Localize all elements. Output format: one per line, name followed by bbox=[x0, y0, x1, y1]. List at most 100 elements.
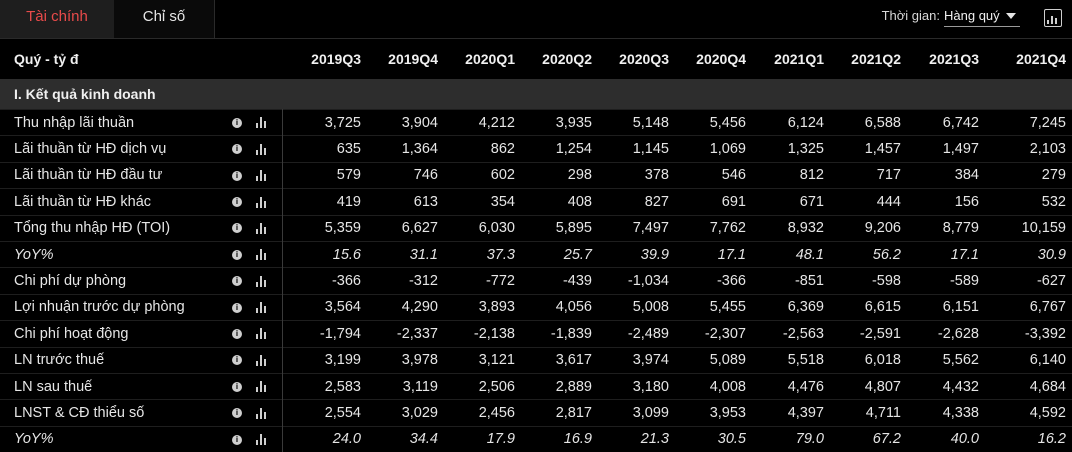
bar-chart-icon[interactable] bbox=[256, 117, 267, 129]
value-cell: -2,489 bbox=[598, 320, 675, 348]
value-cell: 3,119 bbox=[367, 372, 444, 400]
row-actions: i bbox=[230, 346, 283, 374]
value-cell: 3,935 bbox=[521, 108, 598, 136]
value-cell: -312 bbox=[367, 267, 444, 295]
table-row: Thu nhập lãi thuần i 3,725 3,904 4,212 3,935 5… bbox=[0, 108, 1072, 136]
value-cell: 3,953 bbox=[675, 399, 752, 427]
row-label: YoY% bbox=[0, 425, 230, 452]
info-icon[interactable]: i bbox=[232, 408, 242, 419]
table-row: Chi phí dự phòng i -366 -312 -772 -439 -1,034-… bbox=[0, 267, 1072, 295]
value-cell: 6,588 bbox=[830, 108, 907, 136]
info-icon[interactable]: i bbox=[232, 170, 242, 181]
financial-table: Quý - tỷ đ 2019Q3 2019Q4 2020Q1 2020Q2 2020Q… bbox=[0, 39, 1072, 452]
value-cell: 444 bbox=[830, 188, 907, 216]
bar-chart-icon[interactable] bbox=[256, 302, 267, 314]
column-header: 2020Q1 bbox=[465, 51, 515, 67]
value-cell: -366 bbox=[282, 267, 367, 295]
row-label: LN trước thuế bbox=[0, 346, 230, 374]
bar-chart-icon[interactable] bbox=[256, 328, 267, 340]
value-cell: 671 bbox=[752, 188, 830, 216]
value-cell: 354 bbox=[444, 188, 521, 216]
value-cell: 24.0 bbox=[282, 425, 367, 452]
bar-chart-icon[interactable] bbox=[256, 407, 267, 419]
info-icon[interactable]: i bbox=[232, 144, 242, 155]
value-cell: 6,124 bbox=[752, 108, 830, 136]
value-cell: 6,369 bbox=[752, 293, 830, 321]
table-row: Lợi nhuận trước dự phòng i 3,564 4,290 3,893… bbox=[0, 293, 1072, 321]
info-icon[interactable]: i bbox=[232, 434, 242, 445]
value-cell: -2,307 bbox=[675, 320, 752, 348]
table-row: YoY% i 24.0 34.4 17.9 16.9 21.3 30.5 79.0 67.2 40.… bbox=[0, 425, 1072, 452]
value-cell: 1,457 bbox=[830, 135, 907, 163]
row-actions: i bbox=[230, 214, 283, 242]
value-cell: 9,206 bbox=[830, 214, 907, 242]
info-icon[interactable]: i bbox=[232, 381, 242, 392]
info-icon[interactable]: i bbox=[232, 117, 242, 128]
column-header: 2019Q3 bbox=[311, 51, 361, 67]
value-cell: 2,506 bbox=[444, 372, 521, 400]
info-icon[interactable]: i bbox=[232, 302, 242, 313]
value-cell: -3,392 bbox=[985, 320, 1072, 348]
bar-chart-icon[interactable] bbox=[256, 196, 267, 208]
value-cell: 635 bbox=[282, 135, 367, 163]
tab-chi-so[interactable]: Chỉ số bbox=[114, 0, 215, 38]
period-select[interactable]: Hàng quý bbox=[944, 6, 1020, 27]
value-cell: 4,008 bbox=[675, 372, 752, 400]
value-cell: 6,615 bbox=[830, 293, 907, 321]
column-header: 2021Q2 bbox=[851, 51, 901, 67]
row-actions: i bbox=[230, 267, 283, 295]
column-header: 2019Q4 bbox=[388, 51, 438, 67]
row-actions: i bbox=[230, 161, 283, 189]
value-cell: 298 bbox=[521, 161, 598, 189]
value-cell: 30.9 bbox=[985, 240, 1072, 268]
info-icon[interactable]: i bbox=[232, 197, 242, 208]
value-cell: 3,617 bbox=[521, 346, 598, 374]
section-row: I. Kết quả kinh doanh bbox=[0, 79, 1072, 110]
value-cell: 3,974 bbox=[598, 346, 675, 374]
bar-chart-icon[interactable] bbox=[256, 143, 267, 155]
chart-icon[interactable] bbox=[1044, 9, 1062, 27]
row-label: Chi phí dự phòng bbox=[0, 267, 230, 295]
info-icon[interactable]: i bbox=[232, 223, 242, 234]
bar-chart-icon[interactable] bbox=[256, 170, 267, 182]
value-cell: 5,455 bbox=[675, 293, 752, 321]
period-label: Thời gian: bbox=[881, 8, 940, 23]
value-cell: 378 bbox=[598, 161, 675, 189]
value-cell: 21.3 bbox=[598, 425, 675, 452]
value-cell: 17.1 bbox=[675, 240, 752, 268]
value-cell: 25.7 bbox=[521, 240, 598, 268]
value-cell: 3,725 bbox=[282, 108, 367, 136]
row-label: Lãi thuần từ HĐ đầu tư bbox=[0, 161, 230, 189]
value-cell: -851 bbox=[752, 267, 830, 295]
bar-chart-icon[interactable] bbox=[256, 275, 267, 287]
bar-chart-icon[interactable] bbox=[256, 354, 267, 366]
column-header: 2020Q4 bbox=[696, 51, 746, 67]
tab-tai-chinh[interactable]: Tài chính bbox=[0, 0, 114, 38]
value-cell: 8,779 bbox=[907, 214, 985, 242]
table-row: Lãi thuần từ HĐ dịch vụ i 635 1,364 862 1,254… bbox=[0, 135, 1072, 163]
value-cell: 827 bbox=[598, 188, 675, 216]
bar-chart-icon[interactable] bbox=[256, 434, 267, 446]
value-cell: 34.4 bbox=[367, 425, 444, 452]
column-header: 2020Q3 bbox=[619, 51, 669, 67]
info-icon[interactable]: i bbox=[232, 276, 242, 287]
top-bar: Tài chính Chỉ số Thời gian: Hàng quý bbox=[0, 0, 1072, 39]
row-actions: i bbox=[230, 425, 283, 452]
bar-chart-icon[interactable] bbox=[256, 222, 267, 234]
value-cell: 546 bbox=[675, 161, 752, 189]
row-actions: i bbox=[230, 188, 283, 216]
info-icon[interactable]: i bbox=[232, 355, 242, 366]
info-icon[interactable]: i bbox=[232, 249, 242, 260]
table-row: YoY% i 15.6 31.1 37.3 25.7 39.9 17.1 48.1 56.2 17.… bbox=[0, 240, 1072, 268]
value-cell: 16.2 bbox=[985, 425, 1072, 452]
bar-chart-icon[interactable] bbox=[256, 381, 267, 393]
info-icon[interactable]: i bbox=[232, 328, 242, 339]
table-header-row: Quý - tỷ đ 2019Q3 2019Q4 2020Q1 2020Q2 2020Q… bbox=[0, 39, 1072, 79]
value-cell: 419 bbox=[282, 188, 367, 216]
section-title: I. Kết quả kinh doanh bbox=[0, 79, 1072, 110]
value-cell: 6,151 bbox=[907, 293, 985, 321]
bar-chart-icon[interactable] bbox=[256, 249, 267, 261]
value-cell: 2,103 bbox=[985, 135, 1072, 163]
value-cell: -2,337 bbox=[367, 320, 444, 348]
table-row: Tổng thu nhập HĐ (TOI) i 5,359 6,627 6,030 5,… bbox=[0, 214, 1072, 242]
